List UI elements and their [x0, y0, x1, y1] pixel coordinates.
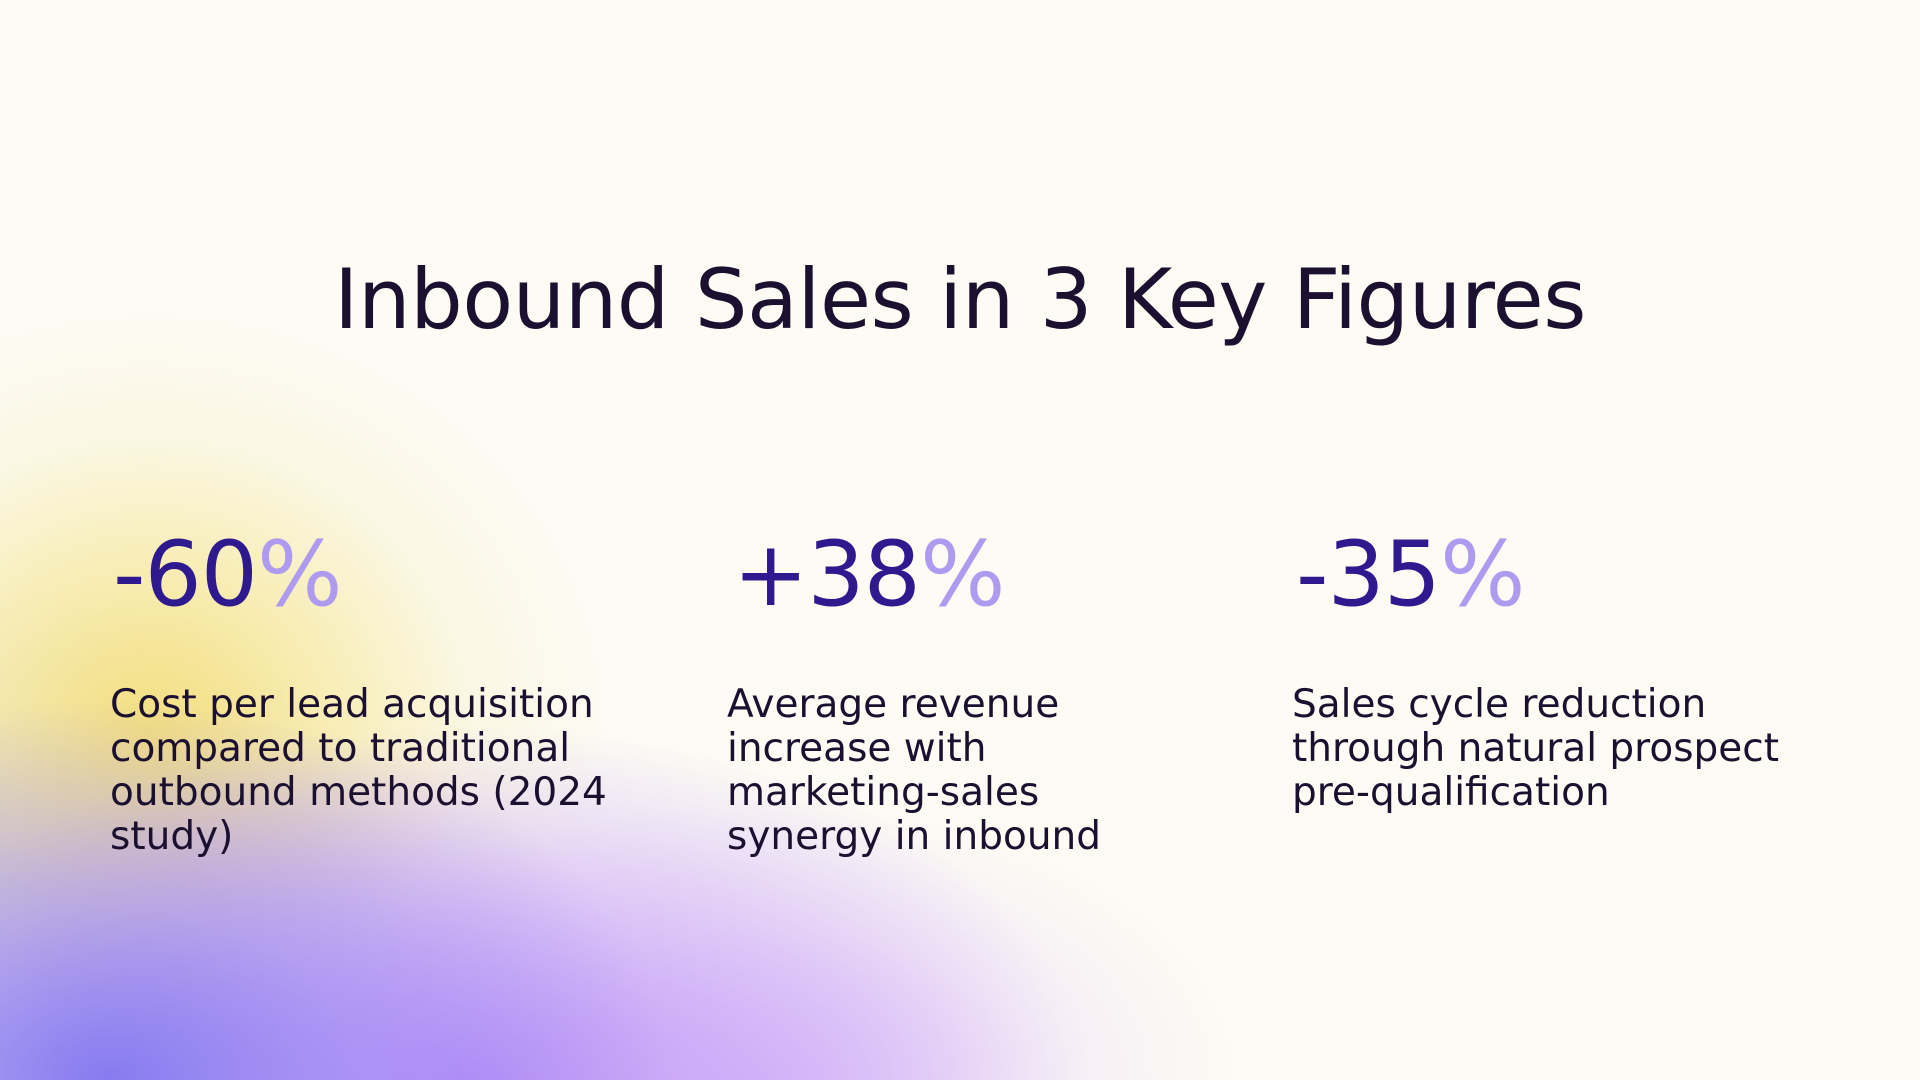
figure-value: -35% [1296, 525, 1822, 625]
figure-value: -60% [113, 525, 670, 625]
slide-title: Inbound Sales in 3 Key Figures [334, 250, 1586, 348]
key-figure-cost-per-lead: -60% Cost per lead acquisition compared … [110, 525, 670, 859]
figure-unit: % [1440, 522, 1526, 627]
figure-description: Cost per lead acquisition compared to tr… [110, 682, 607, 859]
figure-number: +38 [733, 522, 921, 627]
figure-number: -60 [113, 522, 258, 627]
figure-description: Average revenue increase with marketing-… [727, 682, 1102, 859]
figure-value: +38% [733, 525, 1157, 625]
key-figure-revenue-increase: +38% Average revenue increase with marke… [727, 525, 1157, 859]
figure-description: Sales cycle reduction through natural pr… [1292, 682, 1780, 815]
figure-unit: % [919, 522, 1006, 627]
key-figure-sales-cycle-reduction: -35% Sales cycle reduction through natur… [1292, 525, 1822, 815]
figure-unit: % [257, 522, 343, 627]
figure-number: -35 [1296, 522, 1441, 627]
